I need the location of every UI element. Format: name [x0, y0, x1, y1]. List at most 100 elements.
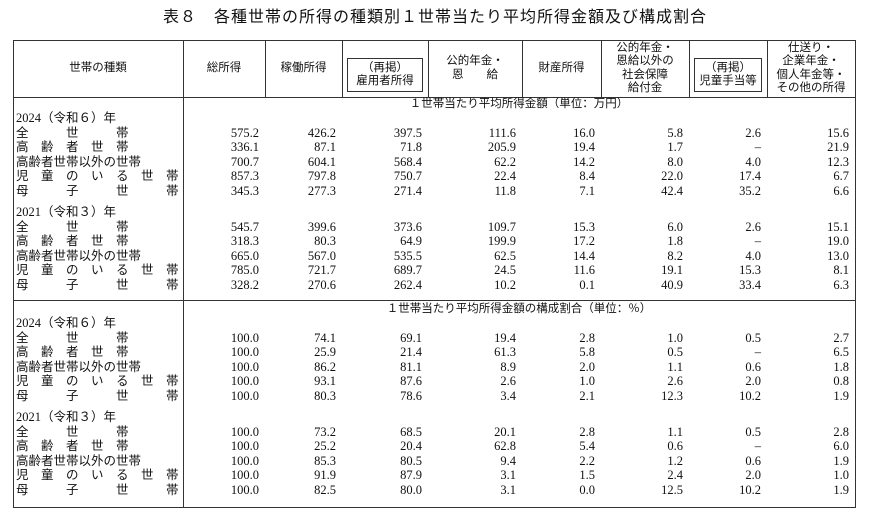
- cell-value: 2.4: [667, 468, 683, 483]
- cell-value: 8.2: [667, 248, 683, 263]
- cell-value: 567.0: [307, 248, 336, 263]
- header-line: 稼働所得: [280, 61, 327, 74]
- header-line: 仕送り・: [788, 42, 834, 55]
- row-label: 全 世 帯: [16, 330, 129, 345]
- header-line: 企業年金・: [782, 55, 840, 68]
- cell-value: 22.4: [494, 169, 516, 184]
- cell-value: 1.7: [667, 140, 683, 155]
- cell-value: 721.7: [307, 263, 336, 278]
- column-rule: [522, 40, 523, 97]
- cell-value: 575.2: [230, 125, 259, 140]
- column-header: 総所得: [183, 40, 265, 97]
- column-header: （再掲） 雇用者所得: [347, 58, 423, 92]
- cell-value: 80.3: [314, 234, 336, 249]
- section-caption: １世帯当たり平均所得金額の構成割合（単位：％）: [386, 303, 652, 315]
- cell-value: 0.8: [833, 374, 849, 389]
- cell-value: 750.7: [393, 169, 422, 184]
- cell-value: 100.0: [230, 483, 259, 497]
- cell-value: 1.8: [833, 359, 849, 374]
- cell-value: 20.4: [400, 439, 422, 454]
- cell-value: 8.0: [667, 154, 683, 169]
- cell-value: 17.4: [739, 169, 761, 184]
- cell-value: 15.3: [573, 219, 595, 234]
- cell-value: 3.4: [500, 389, 516, 403]
- cell-value: 11.8: [494, 184, 516, 198]
- cell-value: 199.9: [487, 234, 516, 249]
- cell-value: 100.0: [230, 330, 259, 345]
- cell-value: 9.4: [500, 453, 516, 468]
- cell-value: 8.4: [579, 169, 595, 184]
- header-line: 恩給以外の: [616, 55, 674, 68]
- row-label: 高 齢 者 世 帯: [16, 345, 129, 360]
- table-title: 表８ 各種世帯の所得の種類別１世帯当たり平均所得金額及び構成割合: [162, 9, 707, 26]
- cell-value: 0.6: [745, 359, 761, 374]
- cell-value: 2.6: [667, 374, 683, 389]
- cell-value: –: [754, 345, 761, 360]
- border: [183, 40, 184, 507]
- cell-value: 12.3: [827, 154, 849, 169]
- cell-value: 20.1: [494, 424, 516, 439]
- row-label: 母 子 世 帯: [16, 278, 179, 292]
- cell-value: 271.4: [393, 184, 422, 198]
- column-header: 公的年金・恩 給: [428, 40, 522, 97]
- column-header: 公的年金・ 恩給以外の 社会保障 給付金: [601, 40, 689, 97]
- header-line: 給付金: [627, 81, 663, 94]
- cell-value: 42.4: [661, 184, 683, 198]
- row-label: 全 世 帯: [16, 219, 129, 234]
- cell-value: 82.5: [314, 483, 336, 497]
- cell-value: 25.9: [314, 345, 336, 360]
- cell-value: 13.0: [827, 248, 849, 263]
- year-label: 2024（令和６）年: [16, 316, 117, 330]
- cell-value: 689.7: [393, 263, 422, 278]
- cell-value: 12.5: [661, 483, 683, 497]
- cell-value: 100.0: [230, 359, 259, 374]
- cell-value: 373.6: [393, 219, 422, 234]
- cell-value: 62.5: [494, 248, 516, 263]
- cell-value: 1.8: [667, 234, 683, 249]
- cell-value: 2.8: [579, 330, 595, 345]
- cell-value: 22.0: [661, 169, 683, 184]
- cell-value: 19.1: [661, 263, 683, 278]
- cell-value: 277.3: [307, 184, 336, 198]
- cell-value: 14.2: [573, 154, 595, 169]
- header-line: その他の所得: [776, 81, 846, 94]
- cell-value: 100.0: [230, 374, 259, 389]
- row-label: 全 世 帯: [16, 125, 129, 140]
- column-rule: [601, 40, 602, 97]
- header-line: （再掲）: [362, 61, 408, 74]
- cell-value: 81.1: [400, 359, 422, 374]
- cell-value: 2.0: [579, 359, 595, 374]
- header-line: 公的年金・: [616, 42, 674, 55]
- cell-value: 15.6: [827, 125, 849, 140]
- cell-value: 19.4: [494, 330, 516, 345]
- cell-value: 35.2: [739, 184, 761, 198]
- cell-value: 665.0: [230, 248, 259, 263]
- border: [13, 507, 856, 508]
- row-label: 母 子 世 帯: [16, 389, 179, 403]
- cell-value: 62.2: [494, 154, 516, 169]
- column-rule: [342, 40, 343, 97]
- cell-value: 1.1: [667, 359, 683, 374]
- year-label: 2021（令和３）年: [16, 205, 117, 219]
- cell-value: 68.5: [400, 424, 422, 439]
- cell-value: 33.4: [739, 278, 761, 292]
- cell-value: 11.6: [573, 263, 595, 278]
- cell-value: 2.6: [500, 374, 516, 389]
- border: [13, 40, 14, 507]
- cell-value: 0.6: [745, 453, 761, 468]
- cell-value: 6.0: [667, 219, 683, 234]
- cell-value: 797.8: [307, 169, 336, 184]
- row-label: 高 齢 者 世 帯: [16, 439, 129, 454]
- cell-value: 15.3: [739, 263, 761, 278]
- header-line: 社会保障: [622, 68, 668, 81]
- column-header: 財産所得: [522, 40, 601, 97]
- cell-value: 604.1: [307, 154, 336, 169]
- cell-value: 71.8: [400, 140, 422, 155]
- cell-value: 21.4: [400, 345, 422, 360]
- cell-value: –: [754, 439, 761, 454]
- cell-value: 2.0: [745, 374, 761, 389]
- year-label: 2024（令和６）年: [16, 111, 117, 125]
- cell-value: 86.2: [314, 359, 336, 374]
- row-label: 高齢者世帯以外の世帯: [16, 359, 142, 374]
